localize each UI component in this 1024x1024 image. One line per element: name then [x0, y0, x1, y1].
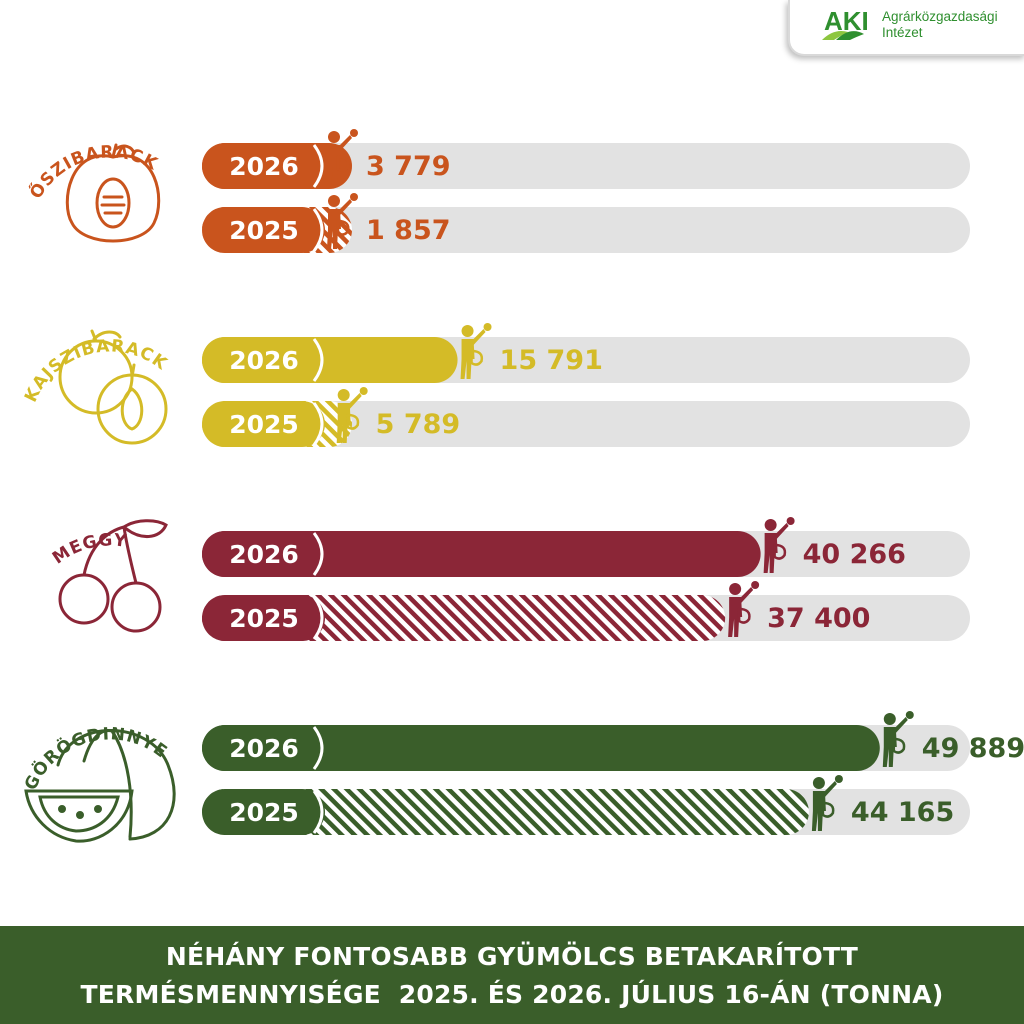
- fruit-picker-icon: [811, 775, 843, 831]
- year-label: 2026: [229, 734, 299, 763]
- logo-tab: AKI Agrárközgazdasági Intézet: [788, 0, 1024, 56]
- year-label: 2025: [229, 216, 299, 245]
- aki-logo-icon: AKI: [822, 6, 869, 40]
- bar-row: 2025 37 400: [202, 581, 970, 641]
- fruit-picker-icon: [327, 129, 358, 185]
- fruit-picker-icon: [728, 581, 760, 637]
- footer-line1: NÉHÁNY FONTOSABB GYÜMÖLCS BETAKARÍTOTT: [165, 942, 859, 971]
- year-pill-divider: [312, 726, 324, 770]
- year-label: 2026: [229, 540, 299, 569]
- fruit-picker-icon: [327, 193, 358, 249]
- year-pill: [202, 789, 325, 835]
- fruit-picker-icon: [882, 711, 914, 767]
- fruit-name-label: KAJSZIBARACK: [21, 336, 171, 405]
- fruit-group: 2026 3 779 2025 1 857 ŐSZIBARACK: [24, 129, 970, 253]
- value-label: 5 789: [376, 409, 461, 440]
- bar-row: 2026 3 779: [202, 129, 970, 189]
- value-label: 3 779: [366, 151, 451, 182]
- year-pill: [202, 725, 325, 771]
- value-label: 40 266: [803, 539, 906, 570]
- bar-track: [202, 207, 970, 253]
- value-label: 15 791: [500, 345, 603, 376]
- year-pill-divider: [312, 208, 324, 252]
- year-label: 2025: [229, 798, 299, 827]
- logo-mark-text: AKI: [824, 6, 869, 36]
- fruit-name-label: ŐSZIBARACK: [24, 142, 161, 202]
- year-pill: [202, 401, 325, 447]
- watermelon-icon: [24, 729, 176, 843]
- year-pill: [202, 595, 325, 641]
- year-pill-divider: [312, 790, 324, 834]
- year-pill-divider: [312, 532, 324, 576]
- year-pill-divider: [312, 144, 324, 188]
- bar-row: 2025 1 857: [202, 193, 970, 253]
- value-label: 37 400: [767, 603, 870, 634]
- year-pill: [202, 143, 325, 189]
- year-label: 2026: [229, 346, 299, 375]
- bar-value: [202, 789, 809, 835]
- year-pill-divider: [312, 402, 324, 446]
- value-label: 1 857: [366, 215, 451, 246]
- bar-track: [202, 143, 970, 189]
- value-label: 49 889: [922, 733, 1024, 764]
- year-label: 2025: [229, 604, 299, 633]
- year-pill: [202, 531, 325, 577]
- cherry-icon: [58, 519, 168, 633]
- bar-track: [202, 401, 970, 447]
- year-pill-divider: [312, 338, 324, 382]
- footer-title: NÉHÁNY FONTOSABB GYÜMÖLCS BETAKARÍTOTT T…: [0, 926, 1024, 1024]
- bar-row: 2025 5 789: [202, 387, 970, 447]
- apricot-icon: [58, 329, 168, 445]
- year-pill-divider: [312, 596, 324, 640]
- year-label: 2026: [229, 152, 299, 181]
- bar-value: [202, 595, 726, 641]
- fruit-group: 2026 15 791 2025 5 789 KAJSZIBARACK: [21, 323, 970, 447]
- bar-row: 2026 15 791: [202, 323, 970, 383]
- value-label: 44 165: [851, 797, 954, 828]
- logo-line2: Intézet: [882, 25, 923, 40]
- year-pill: [202, 207, 325, 253]
- fruit-picker-icon: [460, 323, 492, 379]
- logo-line1: Agrárközgazdasági: [882, 9, 998, 24]
- year-label: 2025: [229, 410, 299, 439]
- peach-icon: [65, 143, 161, 243]
- bar-row: 2025 44 165: [202, 775, 970, 835]
- logo-text: Agrárközgazdasági Intézet: [882, 9, 998, 41]
- year-pill: [202, 337, 325, 383]
- bar-value: [202, 725, 880, 771]
- bar-row: 2026 49 889: [202, 711, 1024, 771]
- fruit-picker-icon: [336, 387, 368, 443]
- bar-value: [202, 531, 761, 577]
- footer-line2: TERMÉSMENNYISÉGE 2025. ÉS 2026. JÚLIUS 1…: [80, 980, 944, 1009]
- fruit-picker-icon: [763, 517, 795, 573]
- bar-row: 2026 40 266: [202, 517, 970, 577]
